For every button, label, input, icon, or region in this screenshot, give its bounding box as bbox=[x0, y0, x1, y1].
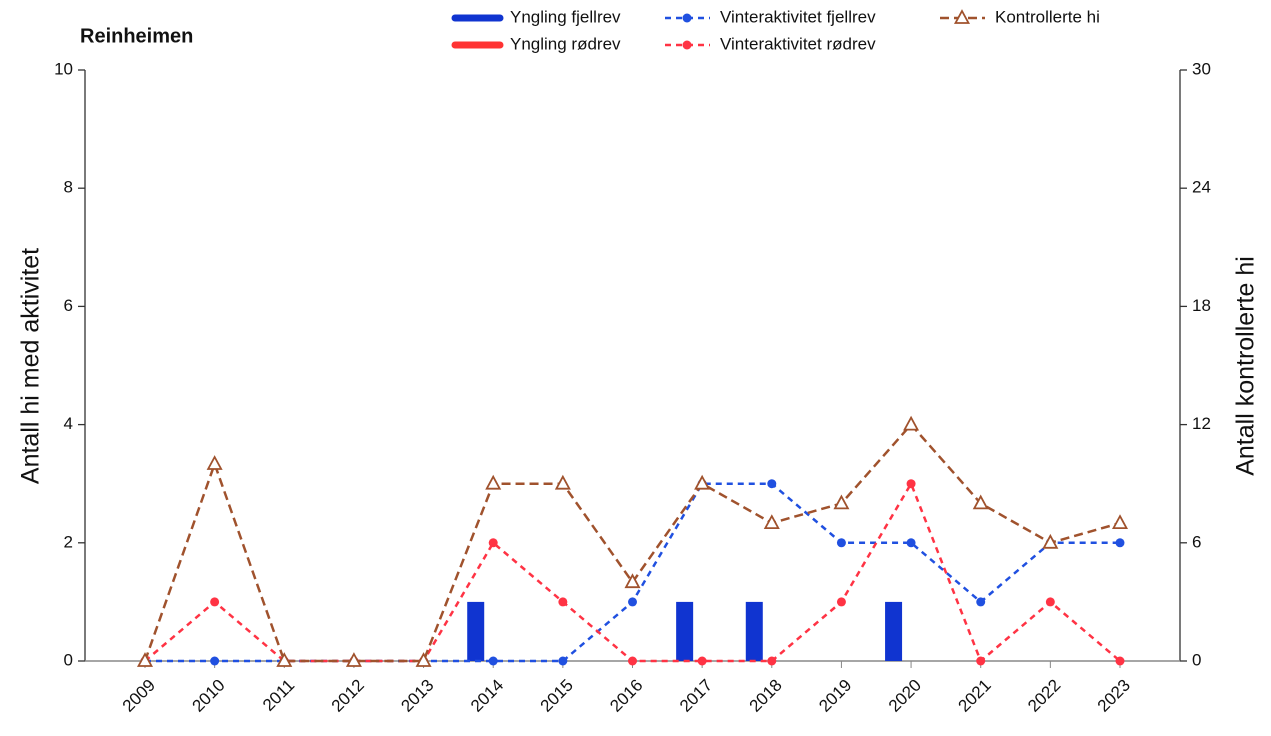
y2-tick-label: 6 bbox=[1192, 532, 1201, 551]
marker bbox=[485, 474, 502, 490]
marker bbox=[836, 597, 846, 607]
y2-tick-label: 30 bbox=[1192, 59, 1211, 78]
y2-tick-label: 0 bbox=[1192, 650, 1201, 669]
marker bbox=[976, 656, 986, 666]
marker bbox=[206, 455, 223, 470]
marker bbox=[833, 494, 850, 510]
y2-tick-label: 24 bbox=[1192, 178, 1211, 197]
y-axis-label: Antall hi med aktivitet bbox=[17, 248, 45, 484]
legend-marker bbox=[682, 40, 692, 50]
marker bbox=[697, 656, 707, 666]
x-tick-label: 2023 bbox=[1094, 676, 1134, 716]
line bbox=[145, 482, 1120, 663]
x-tick-label: 2009 bbox=[119, 676, 159, 716]
line bbox=[144, 480, 1121, 664]
x-tick-label: 2012 bbox=[328, 676, 368, 716]
line bbox=[143, 422, 1121, 663]
marker bbox=[488, 656, 498, 666]
marker bbox=[767, 479, 777, 489]
marker bbox=[1045, 597, 1055, 607]
y-tick-label: 2 bbox=[64, 532, 73, 551]
marker bbox=[488, 538, 498, 548]
marker bbox=[624, 573, 641, 589]
marker bbox=[415, 652, 432, 667]
marker bbox=[972, 494, 989, 510]
legend-label: Vinteraktivitet fjellrev bbox=[720, 7, 876, 26]
marker bbox=[903, 415, 920, 431]
x-tick-label: 2016 bbox=[606, 676, 646, 716]
marker bbox=[554, 474, 571, 490]
y-tick-label: 6 bbox=[64, 296, 73, 315]
x-tick-label: 2014 bbox=[467, 676, 507, 716]
marker bbox=[558, 656, 568, 666]
x-tick-label: 2013 bbox=[397, 676, 437, 716]
x-tick-label: 2011 bbox=[259, 676, 298, 715]
marker bbox=[210, 597, 220, 607]
x-tick-label: 2019 bbox=[815, 676, 855, 716]
marker bbox=[906, 538, 916, 548]
legend-label: Vinteraktivitet rødrev bbox=[720, 34, 876, 53]
y2-tick-label: 18 bbox=[1192, 296, 1211, 315]
x-tick-label: 2018 bbox=[746, 676, 786, 716]
legend-marker bbox=[953, 9, 971, 24]
marker bbox=[276, 652, 293, 667]
bar bbox=[676, 601, 694, 661]
legend-label: Yngling rødrev bbox=[510, 34, 621, 53]
chart-title: Reinheimen bbox=[80, 25, 193, 47]
y-tick-label: 4 bbox=[64, 414, 73, 433]
legend-label: Yngling fjellrev bbox=[510, 7, 621, 26]
marker bbox=[558, 597, 568, 607]
marker bbox=[1115, 656, 1125, 666]
x-tick-label: 2021 bbox=[955, 676, 995, 716]
x-tick-label: 2010 bbox=[188, 676, 228, 716]
marker bbox=[1042, 533, 1059, 549]
marker bbox=[976, 597, 986, 607]
bar bbox=[745, 601, 763, 661]
y-tick-label: 10 bbox=[54, 59, 73, 78]
marker bbox=[628, 656, 637, 666]
y2-axis-label: Antall kontrollerte hi bbox=[1232, 256, 1260, 476]
legend-marker bbox=[682, 13, 692, 23]
marker bbox=[906, 479, 916, 489]
y2-tick-label: 12 bbox=[1192, 414, 1211, 433]
marker bbox=[836, 538, 846, 548]
marker bbox=[763, 514, 780, 529]
legend-label: Kontrollerte hi bbox=[995, 7, 1100, 26]
marker bbox=[1111, 514, 1129, 529]
x-tick-label: 2020 bbox=[885, 676, 925, 716]
y-tick-label: 8 bbox=[64, 178, 73, 197]
x-tick-label: 2022 bbox=[1024, 676, 1064, 716]
marker bbox=[1115, 538, 1125, 548]
marker bbox=[345, 652, 362, 667]
marker bbox=[694, 474, 711, 490]
x-tick-label: 2015 bbox=[537, 676, 577, 716]
marker bbox=[210, 656, 220, 666]
marker bbox=[628, 597, 637, 607]
bar bbox=[467, 601, 485, 661]
marker bbox=[767, 656, 777, 666]
x-tick-label: 2017 bbox=[676, 676, 716, 716]
y-tick-label: 0 bbox=[64, 650, 73, 669]
bar bbox=[885, 601, 903, 661]
marker bbox=[136, 652, 154, 667]
